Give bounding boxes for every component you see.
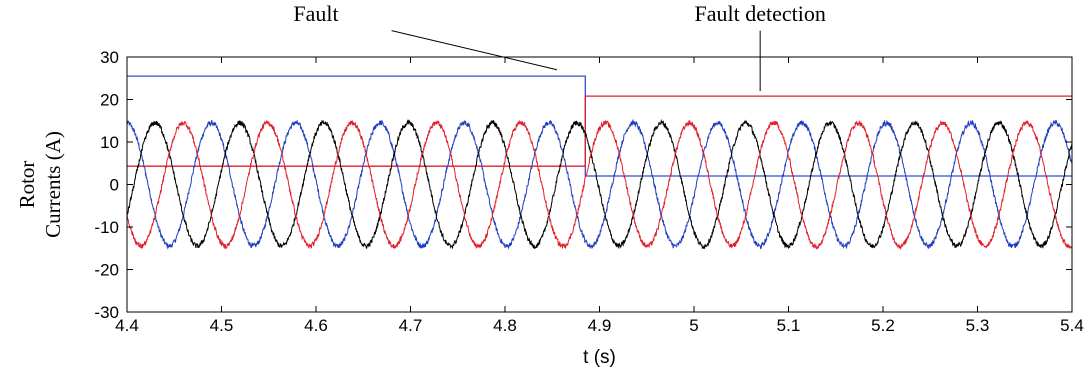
x-tick-label: 4.5: [210, 316, 234, 335]
annotation-layer: Fault Fault detection: [293, 1, 826, 91]
ticks-layer: 4.4 4.5 4.6 4.7 4.8 4.9 5 5.1 5.2 5.3 5.4 30 20 10 0 -1…: [94, 48, 1083, 335]
y-tick-label: 0: [110, 176, 119, 195]
y-tick-label: 30: [100, 48, 119, 67]
y-tick-label: 20: [100, 91, 119, 110]
annotation-label: Fault detection: [694, 1, 825, 26]
x-tick-label: 5.2: [871, 316, 895, 335]
x-tick-label: 4.4: [115, 316, 139, 335]
x-axis-title: t (s): [583, 347, 616, 368]
detection-step-line: [127, 95, 1072, 167]
y-tick-label: 10: [100, 133, 119, 152]
current-series-2: [126, 118, 1073, 250]
y-tick-label: -10: [94, 218, 119, 237]
y-tick-label: -20: [94, 261, 119, 280]
x-tick-label: 5.3: [966, 316, 990, 335]
x-tick-label: 4.9: [588, 316, 612, 335]
series-layer: [126, 75, 1073, 251]
y-axis-title-line-2: Currents (A): [41, 131, 65, 238]
plot-frame: [126, 56, 1073, 313]
current-series-1: [126, 118, 1073, 250]
annotation-label: Fault: [293, 1, 338, 26]
x-tick-label: 5.1: [777, 316, 801, 335]
x-tick-label: 4.7: [399, 316, 423, 335]
y-axis-title-line-1: Rotor: [15, 161, 39, 209]
x-tick-label: 4.8: [493, 316, 517, 335]
x-tick-label: 5.4: [1060, 316, 1084, 335]
x-tick-label: 4.6: [304, 316, 328, 335]
x-tick-label: 5: [689, 316, 698, 335]
annotation-pointer: [391, 30, 558, 71]
y-tick-label: -30: [94, 303, 119, 322]
current-series-3: [126, 119, 1073, 251]
